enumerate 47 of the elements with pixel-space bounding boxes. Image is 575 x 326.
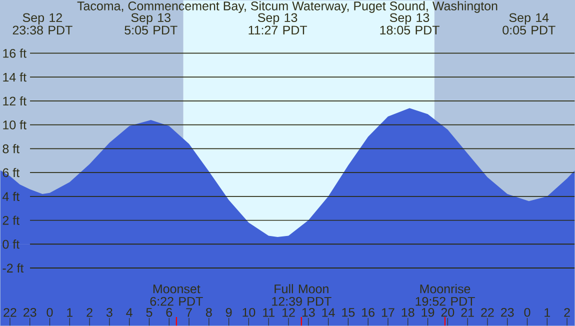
x-tick-label: 20: [441, 308, 454, 317]
x-tick-label: 12: [282, 308, 295, 317]
x-tick-label: 15: [342, 308, 355, 317]
x-tick-label: 16: [362, 308, 374, 317]
chart-title: Tacoma, Commencement Bay, Sitcum Waterway, Puget Sound, Washington: [77, 1, 498, 13]
y-tick-label: 14 ft: [3, 72, 26, 82]
y-tick-label: 2 ft: [2, 216, 20, 225]
x-tick-label: 18: [402, 308, 414, 317]
annotation: Sep 14 0:05 PDT: [502, 13, 556, 35]
x-tick-label: 13: [302, 308, 315, 317]
x-tick-label: 11: [263, 308, 274, 317]
annotation: Sep 13 11:27 PDT: [248, 13, 308, 34]
x2-tick-label: Moonrise 19:52 PDT: [416, 284, 475, 306]
y-tick-label: -2 ft: [2, 263, 24, 273]
x-tick-label: 6: [166, 308, 172, 317]
x-tick-label: 10: [242, 308, 256, 317]
y-tick-label: 10 ft: [3, 120, 26, 130]
x-tick-label: 21: [461, 308, 474, 317]
annotation: Sep 13 18:05 PDT: [380, 13, 440, 35]
x-tick-label: 0: [46, 308, 53, 317]
y-tick-label: 16 ft: [3, 48, 26, 58]
x-tick-label: 22: [4, 308, 16, 317]
x-tick-label: 5: [146, 308, 152, 317]
x-tick-label: 2: [86, 308, 92, 317]
x-tick-label: 23: [501, 308, 514, 317]
x-tick-label: 8: [206, 308, 212, 317]
x-tick-label: 1: [67, 308, 73, 317]
annotation: Sep 13 5:05 PDT: [124, 13, 178, 35]
x-tick-label: 3: [106, 308, 112, 317]
x-tick-label: 7: [186, 308, 192, 317]
x-tick-label: 0: [524, 308, 530, 317]
y-tick-label: 4 ft: [2, 192, 20, 201]
annotation: Sep 12 23:38 PDT: [12, 13, 72, 35]
x-tick-label: 23: [24, 308, 36, 317]
x-tick-label: 9: [226, 308, 232, 317]
y-tick-label: 8 ft: [2, 144, 20, 154]
x2-tick-label: Moonset 6:22 PDT: [150, 284, 203, 306]
y-tick-label: 0 ft: [2, 240, 20, 249]
y-tick-label: 12 ft: [3, 96, 26, 106]
x-tick-label: 17: [382, 308, 394, 317]
x-tick-label: 14: [322, 308, 335, 317]
x2-tick-label: Full Moon 12:39 PDT: [272, 284, 332, 306]
x-tick-label: 22: [481, 308, 494, 317]
x-tick-label: 4: [126, 308, 132, 317]
x-tick-label: 19: [422, 308, 434, 317]
x-tick-label: 1: [544, 308, 550, 317]
x-tick-label: 2: [564, 308, 570, 317]
